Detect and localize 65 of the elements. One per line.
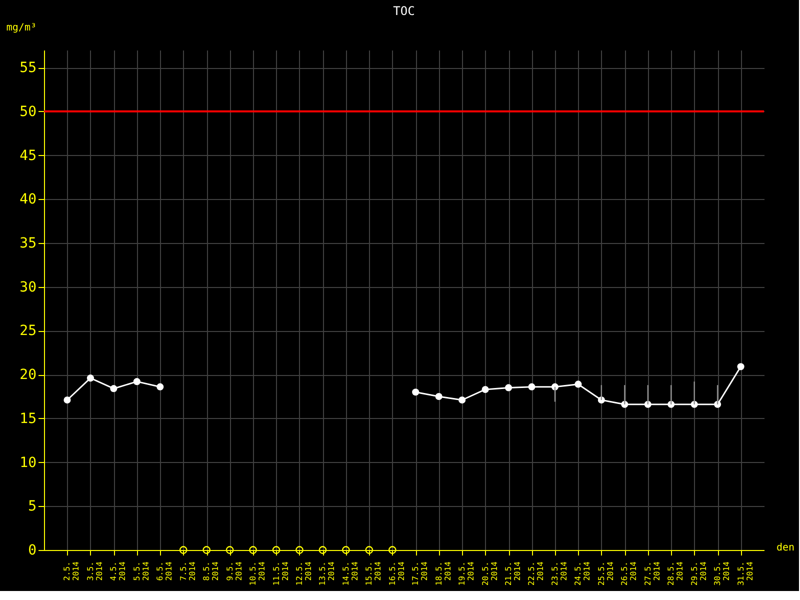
- point: [318, 546, 327, 554]
- y-tick-label: 0: [28, 542, 36, 558]
- point: [365, 546, 374, 554]
- y-tick-label: 55: [20, 60, 36, 76]
- point: [296, 546, 304, 554]
- point: [528, 383, 536, 390]
- y-tick-label: 50: [20, 104, 36, 120]
- point: [272, 546, 280, 554]
- point: [435, 392, 442, 400]
- x-tick-label: 8.5. 2014: [202, 561, 220, 581]
- y-tick-label: 35: [20, 235, 36, 252]
- y-tick-label: 10: [20, 454, 36, 471]
- x-tick-label: 30.5. 2014: [713, 561, 732, 586]
- point: [179, 546, 188, 554]
- point: [458, 396, 466, 404]
- point: [388, 546, 396, 554]
- x-tick-label: 23.5. 2014: [550, 561, 568, 586]
- y-tick-label: 30: [20, 279, 36, 296]
- chart-title: TOC: [393, 4, 415, 18]
- x-tick-label: 3.5. 2014: [86, 561, 104, 581]
- x-tick-label: 22.5. 2014: [527, 561, 546, 586]
- x-tick-label: 18.5. 2014: [434, 561, 452, 586]
- point: [737, 363, 744, 370]
- y-tick-label: 5: [28, 498, 36, 515]
- y-tick-label: 45: [20, 148, 36, 164]
- x-tick-label: 19.5. 2014: [458, 561, 476, 586]
- y-tick-label: 20: [20, 367, 36, 384]
- x-tick-label: 9.5. 2014: [225, 561, 244, 581]
- x-tick-label: 4.5. 2014: [109, 561, 128, 581]
- x-tick-label: 28.5. 2014: [666, 561, 685, 586]
- point: [226, 546, 234, 554]
- x-tick-label: 20.5. 2014: [480, 561, 499, 586]
- x-tick-label: 29.5. 2014: [690, 561, 708, 586]
- x-tick-label: 26.5. 2014: [620, 561, 638, 586]
- x-tick-label: 7.5. 2014: [178, 561, 197, 581]
- x-tick-label: 14.5. 2014: [341, 561, 360, 586]
- x-tick-label: 10.5. 2014: [248, 561, 267, 586]
- point: [202, 546, 211, 554]
- x-tick-label: 6.5. 2014: [156, 561, 174, 581]
- x-tick-label: 16.5. 2014: [388, 561, 406, 586]
- y-tick-label: 15: [20, 410, 36, 427]
- y-tick-label: 25: [20, 323, 36, 340]
- point: [504, 384, 512, 392]
- x-tick-label: 15.5. 2014: [364, 561, 383, 586]
- point: [482, 386, 489, 394]
- x-tick-label: 24.5. 2014: [574, 561, 592, 586]
- point: [598, 396, 605, 404]
- x-tick-label: 5.5. 2014: [132, 561, 150, 581]
- point: [714, 400, 722, 408]
- x-tick-label: 27.5. 2014: [643, 561, 662, 586]
- point: [249, 546, 257, 554]
- x-tick-label: 21.5. 2014: [504, 561, 522, 586]
- x-tick-label: 2.5. 2014: [62, 561, 81, 581]
- x-axis-title: den: [776, 542, 794, 554]
- x-tick-label: 31.5. 2014: [736, 561, 754, 586]
- y-tick-label: 40: [20, 192, 36, 208]
- point: [342, 546, 350, 554]
- x-tick-label: 13.5. 2014: [318, 561, 336, 586]
- x-tick-label: 12.5. 2014: [294, 561, 313, 586]
- y-axis-title: mg/m³: [6, 22, 36, 34]
- point: [412, 388, 420, 396]
- point: [574, 380, 582, 388]
- x-tick-label: 17.5. 2014: [411, 561, 430, 586]
- x-tick-label: 25.5. 2014: [596, 561, 615, 586]
- x-tick-label: 11.5. 2014: [272, 561, 290, 586]
